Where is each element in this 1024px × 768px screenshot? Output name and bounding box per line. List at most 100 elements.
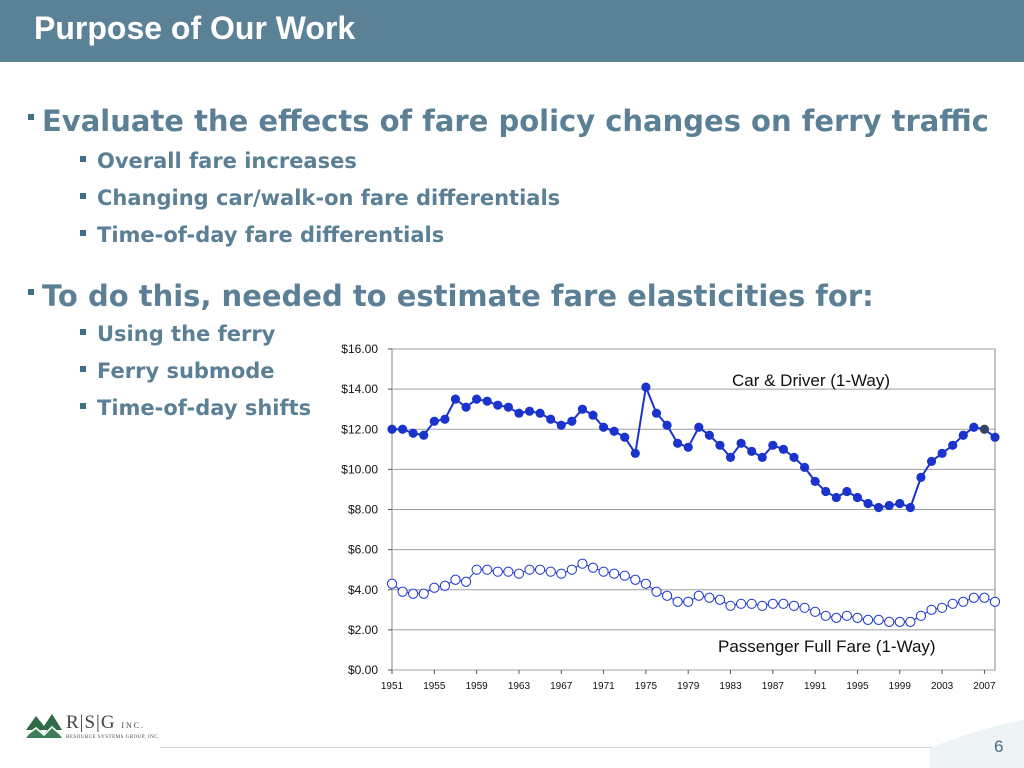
x-tick-label: 1987	[762, 681, 785, 692]
car-driver-point	[408, 428, 418, 438]
car-driver-point	[842, 486, 852, 497]
square-bullet-icon	[80, 366, 86, 372]
bullet-level2: Changing car/walk-on fare differentials	[80, 186, 560, 210]
car-driver-point	[567, 416, 577, 426]
car-driver-point	[874, 502, 884, 513]
car-driver-point	[969, 422, 979, 432]
car-driver-point	[747, 446, 757, 456]
passenger-fare-point	[989, 596, 1001, 607]
slide-title: Purpose of Our Work	[34, 10, 356, 46]
car-driver-point	[641, 382, 651, 392]
y-tick-label: $2.00	[348, 623, 378, 637]
car-driver-point	[831, 492, 841, 503]
bullet-text: Changing car/walk-on fare differentials	[97, 186, 561, 210]
x-tick-label: 1999	[889, 681, 912, 692]
car-driver-point	[937, 448, 947, 458]
car-driver-point	[472, 394, 482, 404]
car-driver-point	[535, 408, 545, 418]
car-driver-point	[895, 498, 905, 509]
car-driver-point	[546, 414, 556, 424]
car-driver-point	[524, 406, 535, 416]
y-tick-label: $4.00	[348, 583, 378, 597]
passenger-fare-point	[429, 582, 440, 593]
passenger-fare-point	[535, 564, 546, 575]
x-tick-label: 1959	[466, 681, 489, 692]
car-driver-point	[419, 430, 429, 440]
footer-swoosh-decoration	[930, 720, 1024, 768]
x-tick-label: 1963	[508, 681, 531, 692]
car-driver-point	[461, 402, 471, 412]
bullet-text: Ferry submode	[97, 359, 275, 383]
passenger-fare-point	[873, 614, 884, 625]
car-driver-point	[948, 440, 958, 450]
passenger-fare-point	[767, 598, 778, 609]
car-driver-point	[651, 408, 662, 418]
passenger-fare-point	[958, 596, 969, 607]
x-tick-label: 1971	[592, 681, 615, 692]
title-bar	[0, 0, 1024, 62]
passenger-fare-point	[672, 596, 683, 607]
y-tick-label: $0.00	[348, 663, 378, 677]
passenger-fare-point	[513, 568, 525, 579]
car-driver-point	[503, 402, 513, 412]
logo-letters: R|S|G	[66, 712, 116, 733]
passenger-fare-point	[704, 592, 715, 603]
x-tick-label: 1991	[804, 681, 827, 692]
passenger-fare-point	[915, 610, 927, 621]
bullet-text: Using the ferry	[97, 322, 276, 346]
car-driver-point	[493, 400, 503, 410]
x-tick-label: 1967	[550, 681, 573, 692]
bullet-text: Time-of-day shifts	[97, 396, 312, 420]
car-driver-point	[450, 394, 461, 404]
car-driver-point	[514, 408, 524, 418]
y-tick-label: $12.00	[341, 422, 378, 436]
car-driver-point	[799, 462, 810, 472]
car-driver-point	[556, 420, 566, 430]
car-driver-point	[926, 456, 937, 466]
passenger-fare-point	[566, 564, 577, 575]
bullet-level1: Evaluate the effects of fare policy chan…	[28, 104, 989, 138]
square-bullet-icon	[80, 230, 86, 236]
passenger-fare-point	[831, 612, 842, 623]
passenger-fare-point	[439, 580, 450, 591]
car-driver-point	[609, 426, 619, 436]
car-driver-point	[778, 444, 789, 454]
passenger-fare-point	[482, 564, 493, 575]
passenger-fare-point	[905, 616, 916, 627]
car-driver-point	[429, 416, 439, 426]
car-driver-point	[916, 472, 926, 482]
title-corner-accent	[0, 0, 30, 62]
passenger-fare-point	[386, 578, 398, 589]
car-driver-point	[863, 498, 873, 509]
square-bullet-icon	[28, 289, 34, 295]
passenger-fare-point	[450, 574, 461, 585]
car-driver-point	[810, 476, 820, 487]
logo-wordmark: R|S|G INC.	[66, 712, 145, 734]
passenger-fare-point	[937, 602, 948, 613]
car-driver-point	[598, 422, 609, 432]
passenger-fare-point	[894, 616, 905, 627]
car-driver-point	[884, 500, 894, 511]
car-driver-point	[736, 438, 746, 448]
passenger-fare-point	[736, 598, 747, 609]
passenger-fare-point	[587, 562, 599, 573]
passenger-fare-point	[408, 588, 419, 599]
passenger-fare-point	[757, 600, 768, 611]
fare-history-chart: $0.00 $2.00 $4.00 $6.00 $8.00 $10.00 $12.00 $14…	[341, 342, 1001, 692]
passenger-fare-point	[810, 606, 821, 617]
bullet-level2: Using the ferry	[80, 322, 275, 346]
passenger-fare-point	[598, 566, 609, 577]
passenger-fare-point	[693, 590, 704, 601]
bullet-level2: Ferry submode	[80, 359, 275, 383]
bullet-text: Time-of-day fare differentials	[97, 223, 445, 247]
car-driver-point	[662, 420, 672, 430]
car-driver-point	[757, 452, 767, 462]
passenger-fare-point	[778, 598, 789, 609]
car-driver-point	[958, 430, 968, 440]
car-driver-point	[683, 442, 693, 452]
passenger-fare-point	[746, 598, 757, 609]
passenger-fare-point	[926, 604, 937, 615]
car-driver-point	[852, 492, 863, 503]
passenger-fare-point	[545, 566, 556, 577]
car-driver-point	[789, 452, 799, 462]
